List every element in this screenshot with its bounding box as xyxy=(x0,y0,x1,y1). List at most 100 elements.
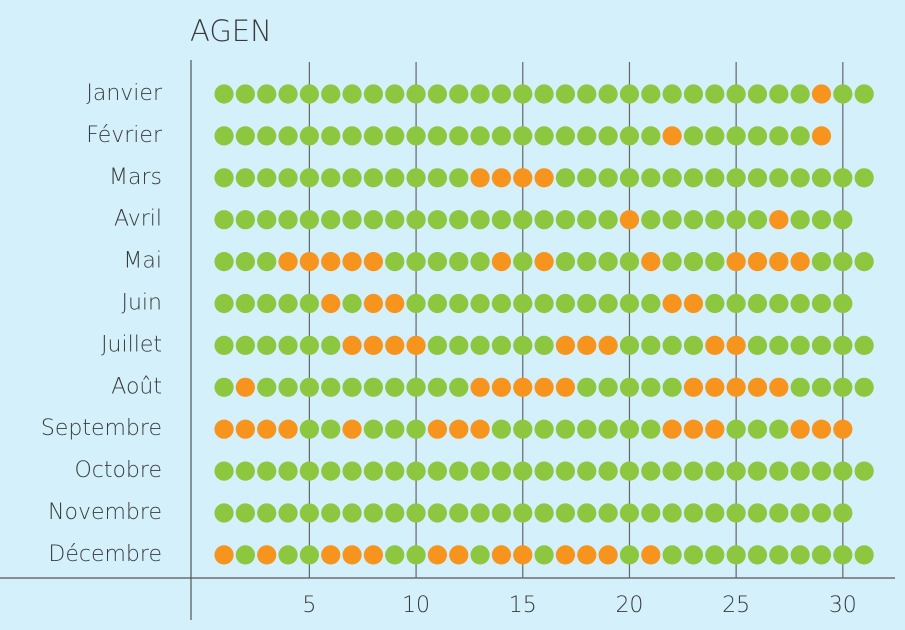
day-dot xyxy=(577,168,597,188)
day-dot xyxy=(833,210,853,230)
day-dot xyxy=(470,252,490,272)
day-dot xyxy=(342,126,362,146)
day-dot xyxy=(235,293,255,314)
day-dot xyxy=(747,210,768,230)
day-dot xyxy=(257,461,277,481)
day-dot xyxy=(619,126,640,146)
day-dot xyxy=(747,545,768,565)
day-dot xyxy=(299,84,319,104)
day-dot xyxy=(811,126,832,146)
day-dot xyxy=(811,503,832,523)
day-dot xyxy=(833,377,853,397)
day-dot xyxy=(449,545,469,565)
day-dot xyxy=(619,419,640,439)
day-dot xyxy=(726,545,746,565)
day-dot xyxy=(790,545,810,565)
day-dot xyxy=(598,419,618,439)
day-dot xyxy=(278,503,298,523)
day-dot xyxy=(299,503,319,523)
day-dot xyxy=(427,126,448,146)
day-dot xyxy=(363,293,383,314)
day-dot xyxy=(662,335,682,355)
day-dot xyxy=(321,461,341,481)
day-dot xyxy=(278,545,298,565)
day-dot xyxy=(491,126,512,146)
day-dot xyxy=(513,168,533,188)
day-dot xyxy=(214,335,234,355)
day-dot xyxy=(598,293,618,314)
day-dot xyxy=(235,335,255,355)
day-dot xyxy=(854,252,874,272)
day-dot xyxy=(321,419,341,439)
day-dot xyxy=(598,84,618,104)
day-dot xyxy=(833,168,853,188)
day-dot xyxy=(705,126,725,146)
day-dot xyxy=(705,84,725,104)
day-dot xyxy=(726,335,746,355)
day-dot xyxy=(299,377,319,397)
day-dot xyxy=(811,84,832,104)
day-dot xyxy=(747,335,768,355)
day-dot xyxy=(427,293,448,314)
day-dot xyxy=(790,210,810,230)
day-dot xyxy=(534,293,554,314)
day-dot xyxy=(769,377,789,397)
day-dot xyxy=(811,545,832,565)
day-dot xyxy=(278,168,298,188)
day-dot xyxy=(235,419,255,439)
day-dot xyxy=(513,293,533,314)
day-dot xyxy=(299,210,319,230)
day-dot xyxy=(363,252,383,272)
day-dot xyxy=(363,168,383,188)
day-dot xyxy=(342,210,362,230)
day-dot xyxy=(747,293,768,314)
day-dot xyxy=(278,419,298,439)
day-dot xyxy=(299,168,319,188)
day-dot xyxy=(619,377,640,397)
day-dot xyxy=(257,126,277,146)
day-dot xyxy=(726,293,746,314)
day-dot xyxy=(449,335,469,355)
day-dot xyxy=(662,210,682,230)
day-dot xyxy=(833,335,853,355)
day-dot xyxy=(385,377,405,397)
day-dot xyxy=(513,335,533,355)
day-dot xyxy=(577,293,597,314)
day-dot xyxy=(726,252,746,272)
day-dot xyxy=(363,126,383,146)
day-dot xyxy=(619,210,640,230)
day-dot xyxy=(811,293,832,314)
day-dot xyxy=(449,293,469,314)
day-dot xyxy=(662,503,682,523)
day-dot xyxy=(214,126,234,146)
y-tick-label: Avril xyxy=(114,207,162,232)
y-tick-label: Juillet xyxy=(101,332,162,357)
day-dot xyxy=(555,293,576,314)
day-dot xyxy=(726,461,746,481)
day-dot xyxy=(235,126,255,146)
day-dot xyxy=(555,377,576,397)
day-dot xyxy=(854,377,874,397)
day-dot xyxy=(342,461,362,481)
day-dot xyxy=(235,461,255,481)
day-dot xyxy=(363,419,383,439)
chart-title: AGEN xyxy=(190,14,272,48)
day-dot xyxy=(726,210,746,230)
day-dot xyxy=(641,168,661,188)
day-dot xyxy=(257,168,277,188)
day-dot xyxy=(385,210,405,230)
day-dot xyxy=(577,252,597,272)
x-tick-label: 10 xyxy=(402,593,430,618)
day-dot xyxy=(769,293,789,314)
day-dot xyxy=(257,84,277,104)
day-dot xyxy=(299,461,319,481)
day-dot xyxy=(598,545,618,565)
day-dot xyxy=(555,461,576,481)
day-dot xyxy=(662,126,682,146)
day-dot xyxy=(683,210,704,230)
day-dot xyxy=(598,210,618,230)
y-tick-label: Septembre xyxy=(41,416,162,441)
day-dot xyxy=(321,126,341,146)
day-dot xyxy=(555,252,576,272)
day-dot xyxy=(705,168,725,188)
